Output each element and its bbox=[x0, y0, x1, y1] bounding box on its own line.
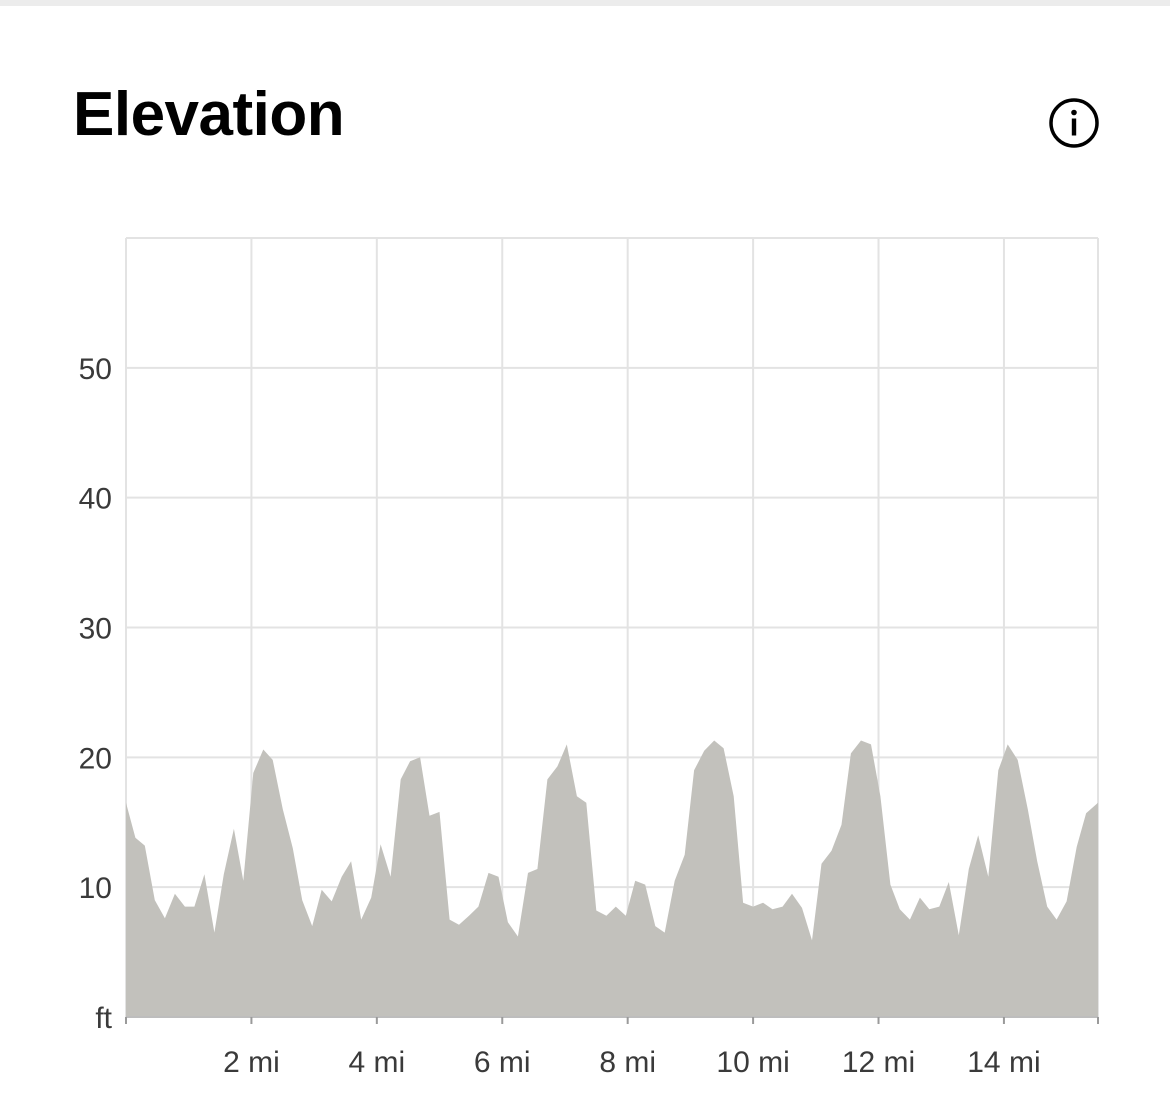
info-button[interactable] bbox=[1048, 97, 1100, 149]
y-tick-label: 40 bbox=[79, 483, 112, 516]
y-tick-label: 50 bbox=[79, 353, 112, 386]
chart-axes bbox=[125, 1016, 1099, 1024]
x-tick-label: 8 mi bbox=[599, 1046, 656, 1079]
y-tick-label: 10 bbox=[79, 872, 112, 905]
chart-area-layer bbox=[126, 740, 1098, 1017]
top-divider bbox=[0, 0, 1170, 6]
x-tick-label: 4 mi bbox=[348, 1046, 405, 1079]
chart-tick-labels: ft 10 20 30 40 50 2 mi 4 mi 6 mi 8 mi 10 mi 12 mi 14… bbox=[79, 353, 1041, 1079]
x-tick-label: 6 mi bbox=[474, 1046, 531, 1079]
info-circle-icon bbox=[1049, 98, 1099, 148]
elevation-area bbox=[126, 740, 1098, 1017]
x-tick-label: 10 mi bbox=[716, 1046, 789, 1079]
x-tick-label: 14 mi bbox=[967, 1046, 1040, 1079]
y-tick-label: 30 bbox=[79, 613, 112, 646]
x-tick-label: 2 mi bbox=[223, 1046, 280, 1079]
x-tick-label: 12 mi bbox=[842, 1046, 915, 1079]
chart-title: Elevation bbox=[73, 80, 345, 149]
y-tick-label: ft bbox=[95, 1002, 112, 1035]
y-tick-label: 20 bbox=[79, 742, 112, 775]
